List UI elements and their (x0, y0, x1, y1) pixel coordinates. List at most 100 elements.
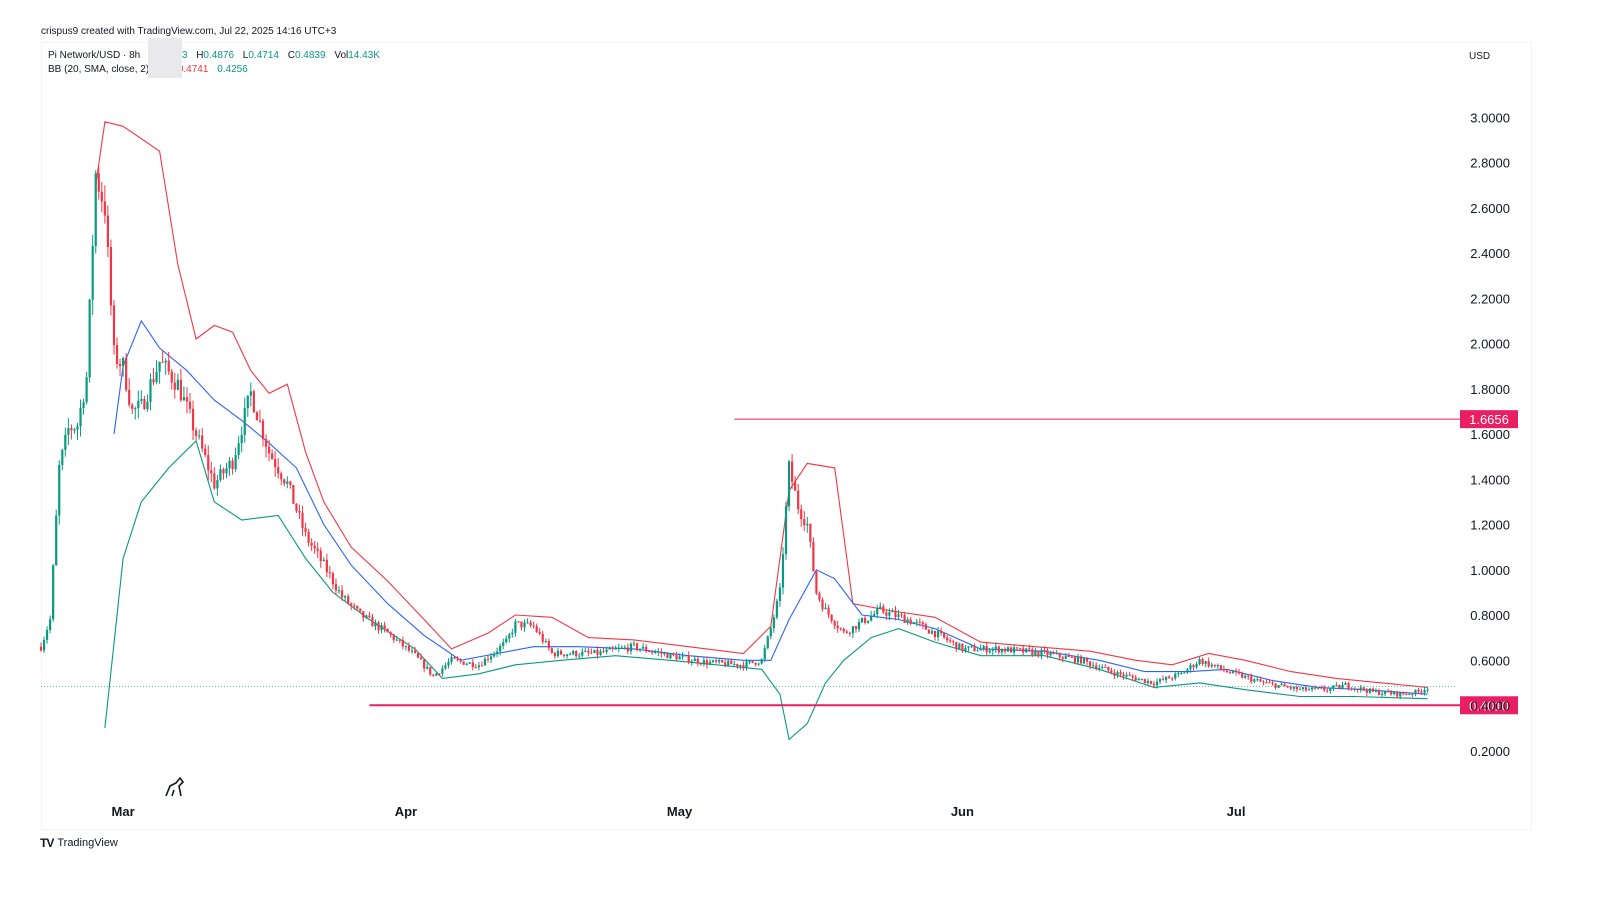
candle (708, 659, 712, 666)
candle-body (620, 647, 623, 649)
tradingview-logo[interactable]: TV TradingView (40, 836, 118, 850)
candle (173, 372, 176, 399)
candle (590, 648, 593, 655)
candle (611, 645, 614, 652)
candle-body (565, 654, 569, 656)
candle-body (249, 391, 252, 396)
candle-body (161, 361, 164, 363)
currency-label: USD (1469, 51, 1491, 62)
candle-body (1347, 683, 1350, 689)
candle (88, 298, 91, 383)
candle-body (705, 660, 709, 665)
candle (632, 640, 636, 647)
candle (714, 658, 718, 664)
candle (432, 674, 435, 677)
candle (1043, 646, 1046, 654)
candle-body (477, 665, 480, 668)
candle (1040, 647, 1043, 660)
candle-body (328, 572, 331, 574)
candle-body (42, 639, 46, 651)
candle (921, 620, 924, 629)
candle (535, 623, 538, 634)
candle-body (1396, 691, 1399, 697)
tradingview-mark-icon: TV (40, 836, 54, 850)
candle-body (167, 360, 170, 372)
candle (483, 657, 487, 666)
candle (1064, 652, 1067, 660)
candle-body (1192, 665, 1195, 668)
candle-body (839, 628, 842, 630)
candle (76, 422, 79, 440)
candle (255, 411, 259, 421)
candle (295, 503, 298, 514)
candle-body (122, 358, 125, 367)
candle (1198, 656, 1201, 666)
candle (79, 399, 82, 437)
candle-body (252, 391, 255, 413)
candle-body (1292, 686, 1295, 689)
candle-body (985, 645, 988, 653)
candle (976, 647, 979, 652)
candle (246, 395, 249, 417)
candle (1247, 673, 1250, 680)
candle (578, 653, 581, 659)
candle (1195, 661, 1198, 669)
candle-body (237, 443, 240, 455)
candle (1216, 663, 1219, 669)
candle (748, 659, 751, 665)
candle (258, 409, 262, 423)
candle (648, 649, 651, 653)
y-tick-label: 0.6000 (1470, 653, 1510, 668)
candle (1009, 646, 1013, 653)
candle (702, 657, 706, 667)
candle-body (1143, 678, 1146, 683)
candle (328, 565, 331, 579)
candle (465, 662, 468, 666)
candle (690, 659, 693, 666)
candle (377, 620, 380, 634)
candle-body (973, 646, 976, 652)
candle-body (1019, 648, 1022, 650)
candle (1210, 662, 1213, 669)
candle (1237, 668, 1241, 675)
candle (815, 570, 818, 596)
candle-body (1405, 694, 1408, 696)
candle (891, 608, 894, 613)
candle-body (933, 630, 937, 638)
candle (115, 337, 119, 369)
candle-body (1043, 650, 1046, 652)
candle (149, 373, 152, 411)
candle (946, 634, 949, 643)
candle-body (1040, 650, 1043, 656)
candle-body (1280, 684, 1283, 686)
candle-body (82, 402, 85, 409)
candle-body (1423, 690, 1426, 693)
candle (988, 648, 991, 654)
candle-body (842, 628, 845, 632)
candle (1137, 677, 1140, 681)
candle-body (882, 606, 885, 613)
candle (1061, 655, 1064, 663)
y-tick-label: 1.2000 (1470, 518, 1510, 533)
candle-body (1225, 670, 1229, 673)
y-tick-label: 2.0000 (1470, 337, 1510, 352)
candle-body (778, 587, 782, 602)
candle (1326, 688, 1329, 693)
candle-body (1195, 664, 1198, 668)
candle (1362, 686, 1365, 692)
candle-body (128, 389, 131, 405)
candle (821, 597, 824, 612)
candle-body (362, 611, 365, 618)
candle-body (368, 615, 371, 618)
candle (420, 653, 423, 660)
candle-body (897, 614, 900, 617)
chart-panel[interactable] (41, 42, 1532, 830)
candle-body (684, 655, 687, 657)
candle-body (547, 641, 550, 649)
candle (222, 467, 225, 480)
candle-body (304, 527, 307, 532)
candle-body (769, 628, 772, 637)
candle-body (1383, 690, 1387, 694)
candle-body (231, 460, 234, 470)
